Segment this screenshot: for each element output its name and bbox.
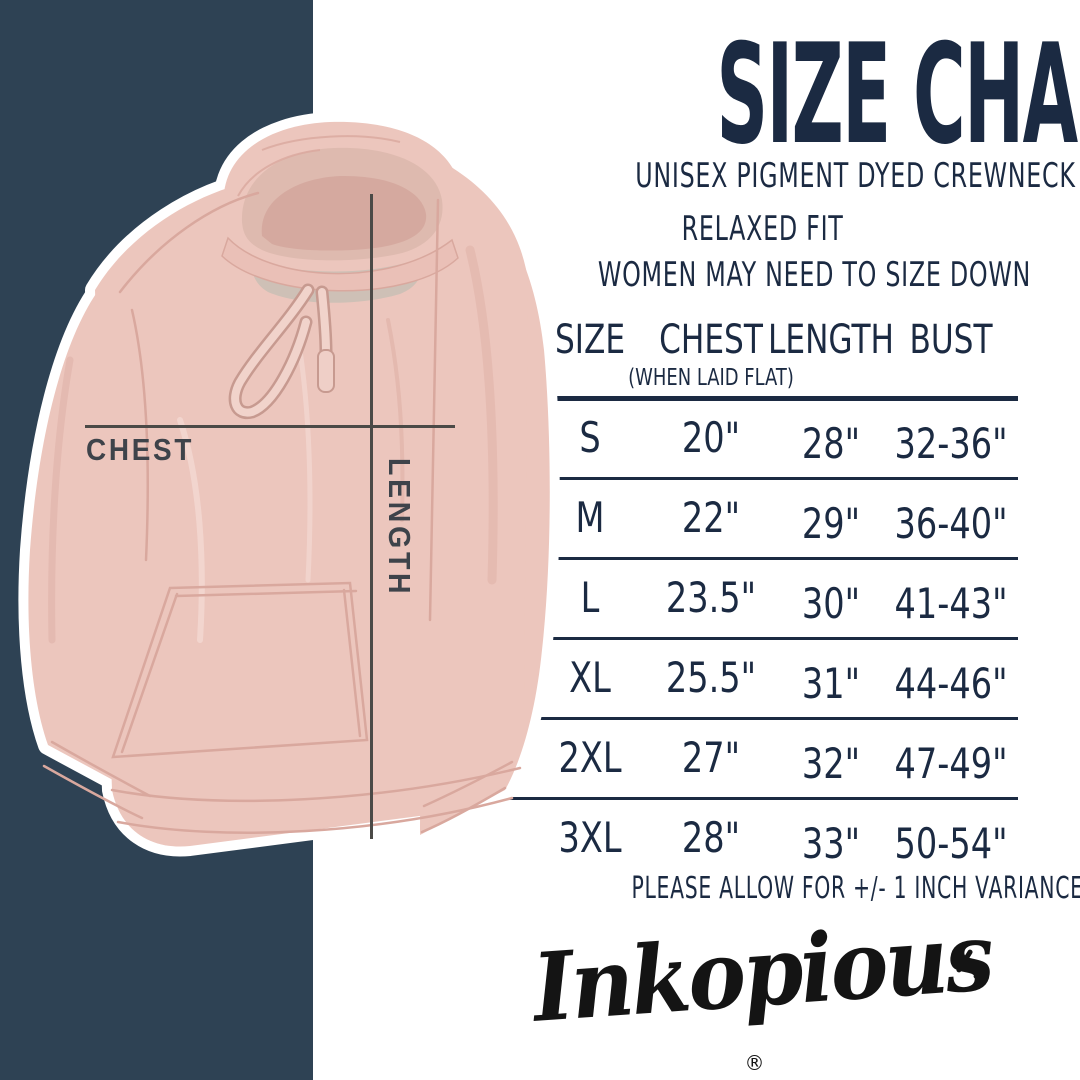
table-row: 3XL 28" 33" 50-54"	[505, 813, 1018, 866]
cell-chest: 23.5"	[665, 573, 757, 622]
cell-length: 30"	[801, 579, 861, 628]
brand-logo: Inkopious®	[505, 902, 1020, 1075]
cell-bust: 41-43"	[894, 579, 1008, 628]
hoodie-seams	[42, 191, 522, 834]
cell-chest: 27"	[681, 733, 741, 782]
column-header-bust: BUST	[909, 317, 993, 363]
table-row: S 20" 28" 32-36"	[505, 413, 1018, 466]
cell-chest: 20"	[681, 413, 741, 462]
table-header-row: SIZE CHEST LENGTH BUST (WHEN LAID FLAT)	[505, 317, 1018, 390]
page-title: SIZE CHART	[716, 14, 1080, 175]
table-rule	[505, 477, 1018, 480]
hoodie-shading	[48, 245, 498, 644]
chest-subnote: (WHEN LAID FLAT)	[628, 365, 794, 391]
table-rule	[505, 396, 1018, 401]
variance-note: PLEASE ALLOW FOR +/- 1 INCH VARIANCE IN …	[631, 871, 1080, 906]
cell-size: M	[575, 493, 605, 542]
length-label: LENGTH	[382, 458, 417, 598]
cell-size: XL	[569, 653, 611, 702]
cell-bust: 32-36"	[894, 419, 1008, 468]
cell-length: 33"	[801, 819, 861, 868]
table-row: M 22" 29" 36-40"	[505, 493, 1018, 546]
sizing-note: WOMEN MAY NEED TO SIZE DOWN	[597, 255, 1032, 295]
cell-chest: 25.5"	[665, 653, 757, 702]
cell-size: 2XL	[558, 733, 622, 782]
cell-size: S	[579, 413, 601, 462]
chest-label: CHEST	[86, 432, 195, 467]
table-row: 2XL 27" 32" 47-49"	[505, 733, 1018, 786]
table-rule	[505, 717, 1018, 720]
cell-bust: 44-46"	[894, 659, 1008, 708]
cell-size: L	[580, 573, 600, 622]
cell-length: 29"	[801, 499, 861, 548]
cell-chest: 22"	[681, 493, 741, 542]
table-rule	[505, 797, 1018, 800]
cell-bust: 50-54"	[894, 819, 1008, 868]
chest-measure-line	[85, 425, 455, 428]
cell-length: 31"	[801, 659, 861, 708]
table-rule	[505, 557, 1018, 560]
column-header-chest: CHEST	[659, 317, 763, 363]
column-header-length: LENGTH	[767, 317, 895, 363]
fit-note: RELAXED FIT	[681, 209, 844, 249]
hood-opening	[221, 135, 459, 303]
table-rule	[505, 637, 1018, 640]
table-row: XL 25.5" 31" 44-46"	[505, 653, 1018, 706]
length-measure-line	[370, 194, 373, 839]
cell-chest: 28"	[681, 813, 741, 862]
cell-bust: 36-40"	[894, 499, 1008, 548]
cell-size: 3XL	[558, 813, 622, 862]
registered-trademark-icon: ®	[744, 1051, 765, 1076]
column-header-size: SIZE	[554, 317, 626, 363]
cell-bust: 47-49"	[894, 739, 1008, 788]
product-subtitle: UNISEX PIGMENT DYED CREWNECK SWEATSHIRT	[635, 156, 1080, 196]
kangaroo-pocket	[111, 581, 369, 759]
drawstrings	[228, 283, 335, 420]
size-table: SIZE CHEST LENGTH BUST (WHEN LAID FLAT) …	[505, 318, 1018, 880]
cell-length: 28"	[801, 419, 861, 468]
cell-length: 32"	[801, 739, 861, 788]
table-row: L 23.5" 30" 41-43"	[505, 573, 1018, 626]
